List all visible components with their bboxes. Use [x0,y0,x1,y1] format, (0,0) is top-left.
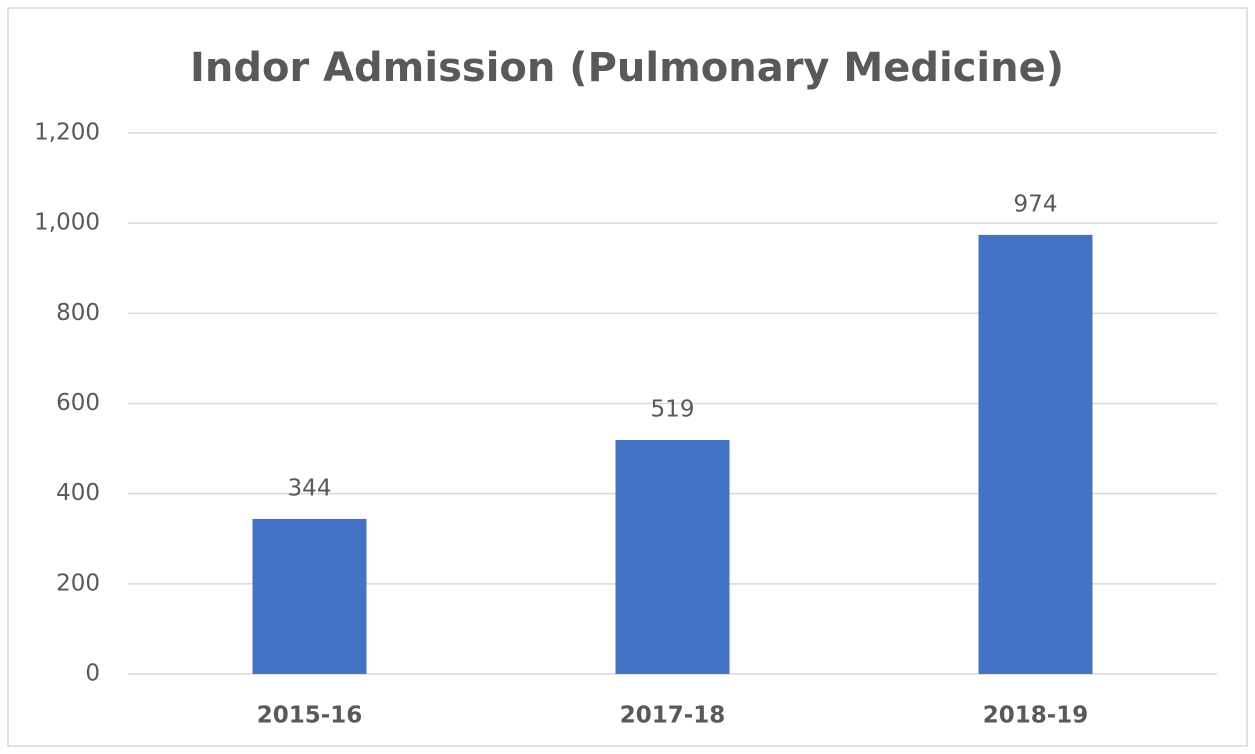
y-tick-label: 1,000 [34,210,100,236]
data-label: 974 [1014,191,1058,217]
data-label: 519 [651,397,695,423]
y-tick-label: 400 [56,480,100,506]
bar [615,440,730,674]
y-tick-label: 1,200 [34,120,100,146]
x-tick-label: 2017-18 [620,703,726,729]
x-tick-label: 2018-19 [983,703,1089,729]
chart-title: Indor Admission (Pulmonary Medicine) [190,45,1064,91]
bar [978,234,1093,674]
bar [252,518,367,674]
data-label: 344 [288,475,332,501]
y-tick-label: 600 [56,390,100,416]
y-tick-label: 800 [56,300,100,326]
y-tick-label: 0 [85,661,100,687]
y-tick-label: 200 [56,570,100,596]
x-tick-label: 2015-16 [257,703,363,729]
